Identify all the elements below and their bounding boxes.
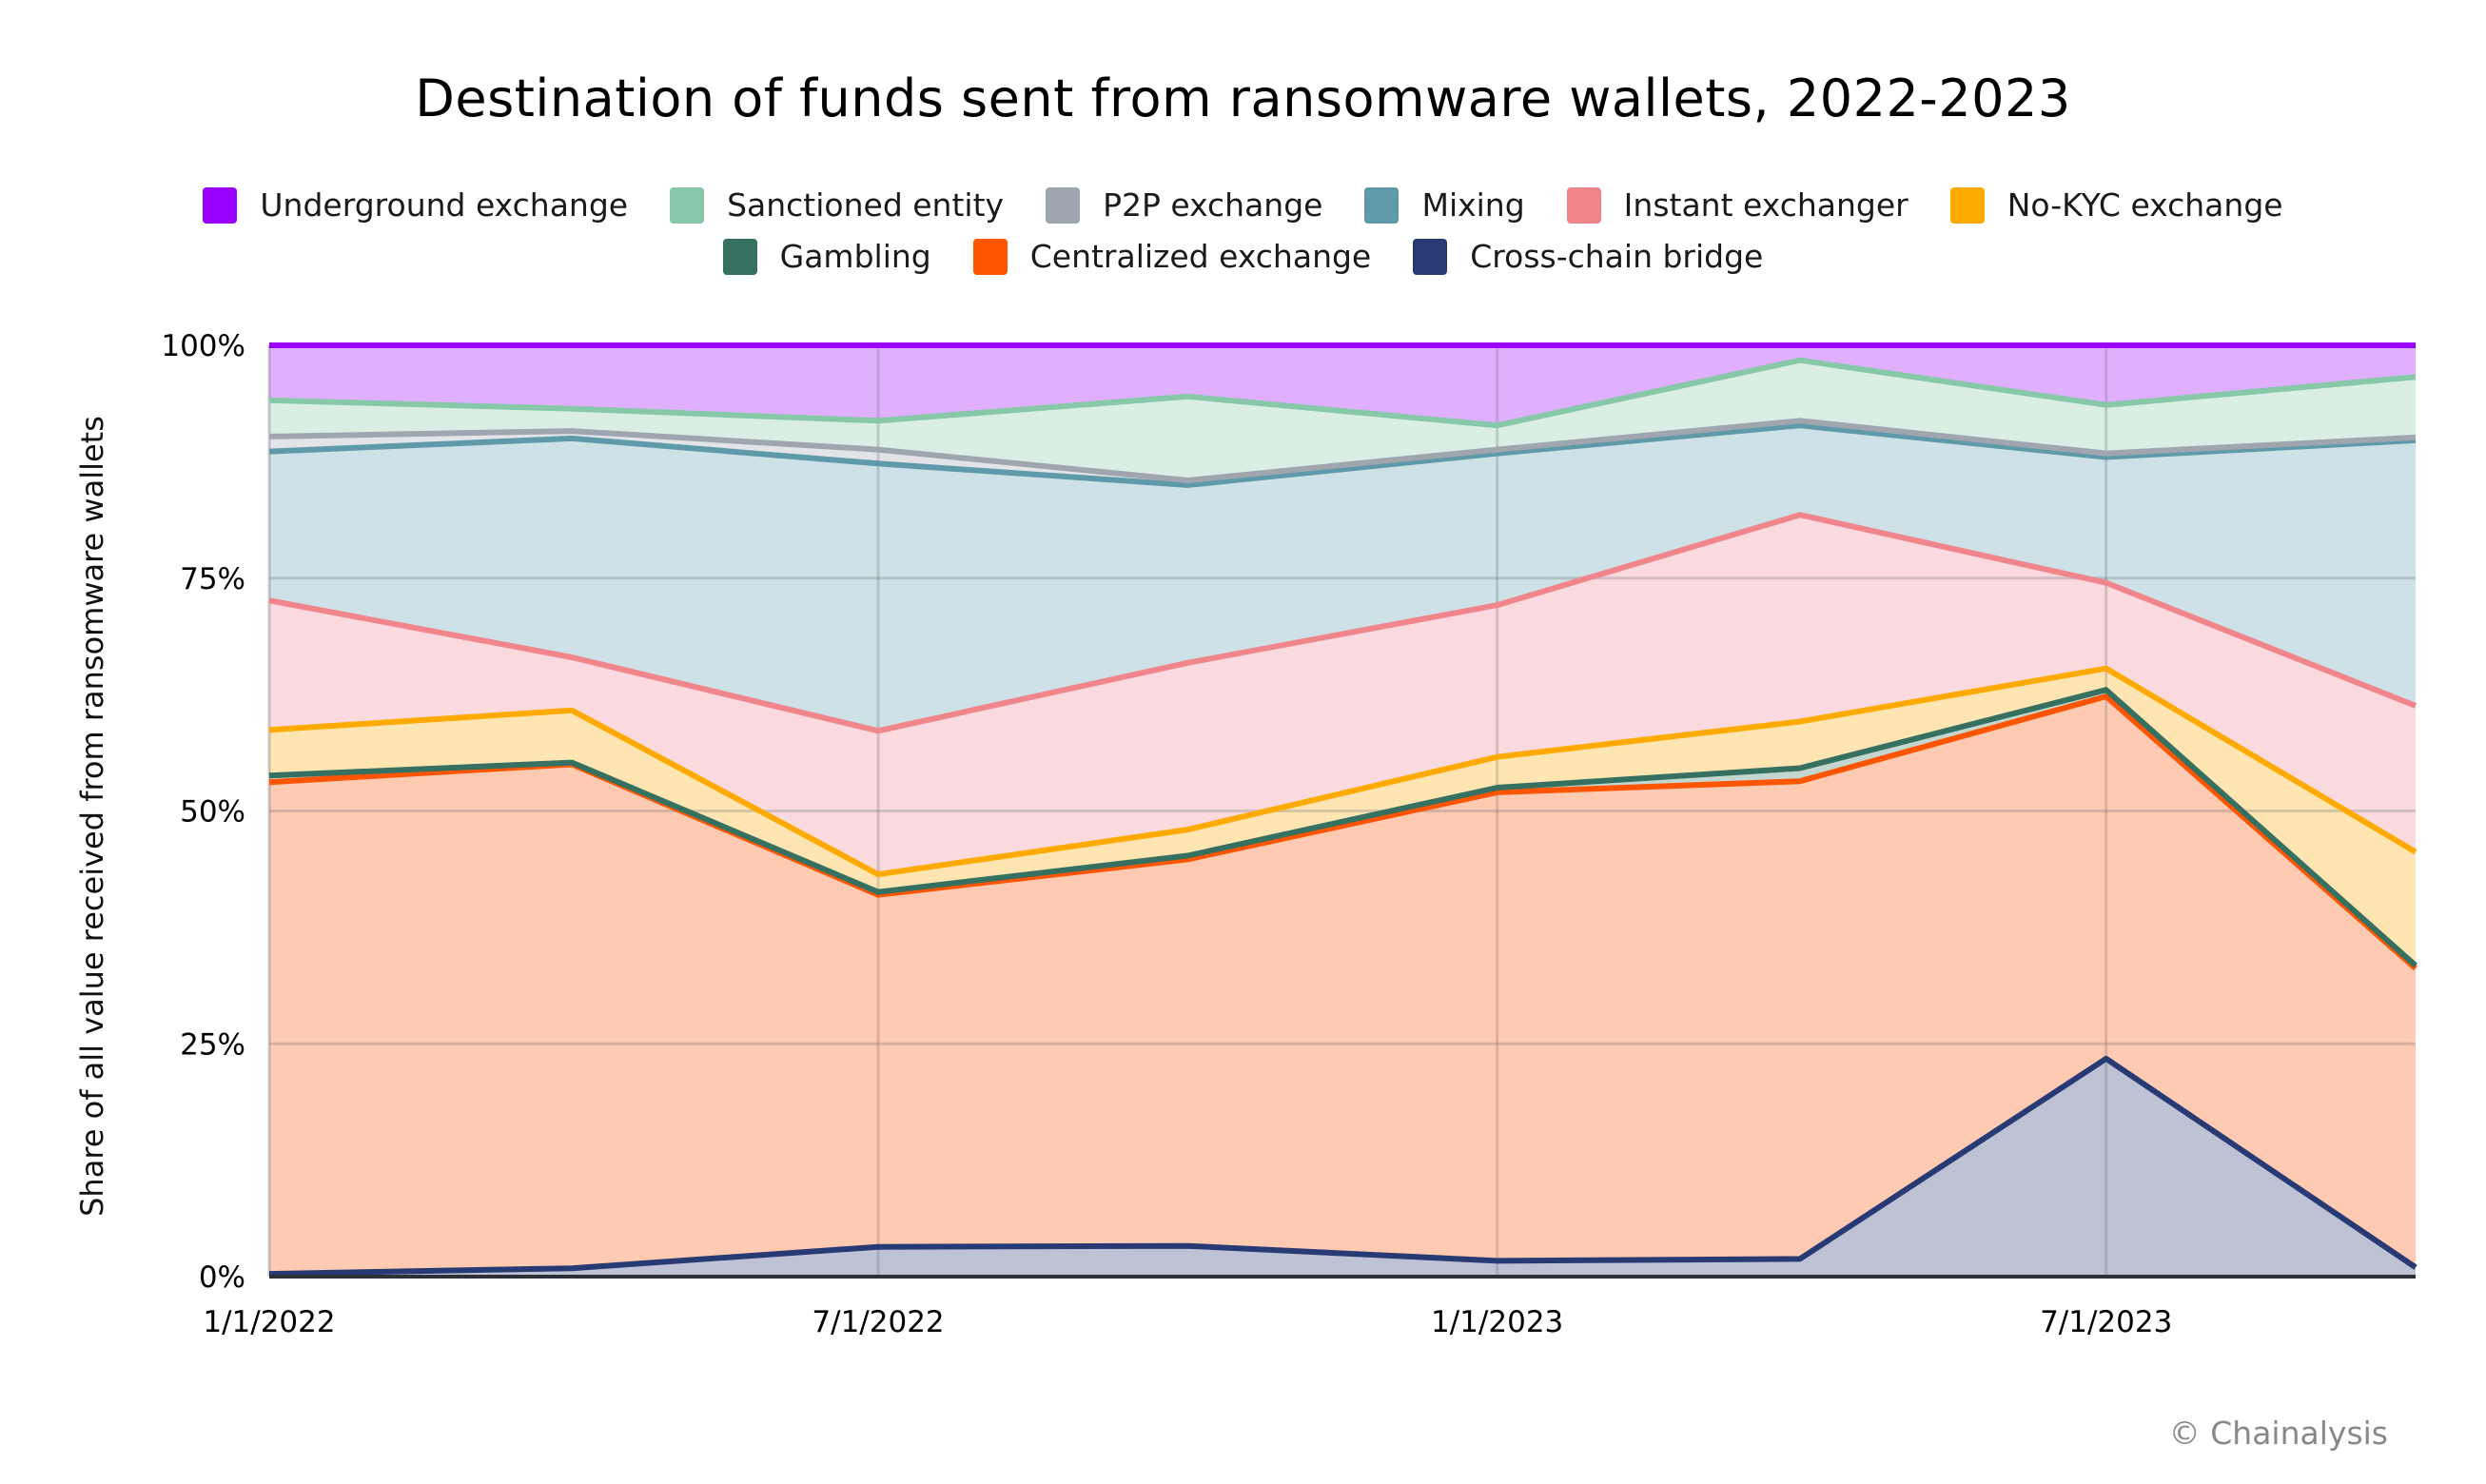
legend-swatch xyxy=(1949,186,1985,224)
legend-swatch xyxy=(670,186,705,224)
area-mixing xyxy=(269,425,2416,732)
chart-title: Destination of funds sent from ransomwar… xyxy=(415,68,2071,128)
legend-item[interactable]: Gambling xyxy=(722,238,931,275)
line-p2p-exchange xyxy=(268,418,2417,483)
y-tick-label: 50% xyxy=(180,795,245,830)
area-sanctioned-entity xyxy=(269,360,2416,480)
line-no-kyc-exchange xyxy=(268,665,2417,878)
legend-swatch xyxy=(722,238,757,275)
y-tick-label: 100% xyxy=(161,329,245,363)
axis-layer: 0% 25% 50% 75% 100% 1/1/2022 7/1/2022 1/1/2023 7… xyxy=(161,329,2416,1339)
legend-item[interactable]: Cross-chain bridge xyxy=(1413,238,1763,275)
legend-swatch xyxy=(1046,186,1081,224)
area-instant-exchanger xyxy=(269,515,2416,875)
legend-item[interactable]: P2P exchange xyxy=(1046,186,1322,224)
legend-item[interactable]: Sanctioned entity xyxy=(670,186,1004,224)
legend-label: Cross-chain bridge xyxy=(1470,238,1764,275)
area-underground-exchange xyxy=(269,345,2416,426)
x-tick-label: 1/1/2023 xyxy=(1431,1305,1563,1339)
legend-swatch xyxy=(1364,186,1400,224)
area-no-kyc-exchange xyxy=(269,668,2416,966)
line-mixing xyxy=(268,422,2417,488)
legend-label: Instant exchanger xyxy=(1623,186,1909,224)
line-layer xyxy=(268,342,2417,1278)
area-cross-chain-bridge xyxy=(269,1058,2416,1277)
legend-item[interactable]: Instant exchanger xyxy=(1566,186,1909,224)
legend-swatch xyxy=(203,186,238,224)
legend-row-1: Underground exchange Sanctioned entity P… xyxy=(0,186,2486,224)
legend-swatch xyxy=(1413,238,1448,275)
legend-label: Underground exchange xyxy=(260,186,629,224)
legend-label: Mixing xyxy=(1421,186,1525,224)
legend-row-2: Gambling Centralized exchange Cross-chai… xyxy=(0,238,2486,275)
x-tick-label: 7/1/2023 xyxy=(2040,1305,2172,1339)
y-tick-label: 75% xyxy=(180,562,245,596)
x-tick-label: 1/1/2022 xyxy=(203,1305,335,1339)
legend-swatch xyxy=(972,238,1008,275)
legend-label: P2P exchange xyxy=(1103,186,1323,224)
legend-item[interactable]: No-KYC exchange xyxy=(1949,186,2283,224)
line-sanctioned-entity xyxy=(268,357,2417,429)
legend-item[interactable]: Mixing xyxy=(1364,186,1525,224)
copyright-credit: © Chainalysis xyxy=(2168,1415,2388,1452)
y-tick-label: 25% xyxy=(180,1027,245,1062)
legend-label: No-KYC exchange xyxy=(2006,186,2283,224)
y-tick-label: 0% xyxy=(199,1260,245,1295)
x-tick-label: 7/1/2022 xyxy=(812,1305,944,1339)
legend-swatch xyxy=(1566,186,1601,224)
legend-label: Sanctioned entity xyxy=(727,186,1005,224)
legend-item[interactable]: Centralized exchange xyxy=(972,238,1372,275)
line-instant-exchanger xyxy=(268,512,2417,734)
legend-label: Gambling xyxy=(779,238,931,275)
area-layer xyxy=(269,345,2416,1277)
legend-label: Centralized exchange xyxy=(1029,238,1372,275)
line-cross-chain-bridge xyxy=(268,1055,2417,1278)
line-gambling xyxy=(268,687,2417,968)
area-centralized-exchange xyxy=(269,696,2416,1275)
legend-item[interactable]: Underground exchange xyxy=(203,186,628,224)
